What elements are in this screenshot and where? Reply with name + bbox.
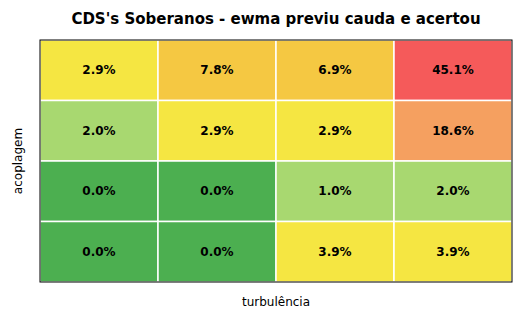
data-label: 7.8% [200, 63, 233, 77]
data-label: 18.6% [432, 124, 474, 138]
chart: 2.9% 7.8% 6.9% 45.1% 2.0% 2.9% 2.9% 18.6% 0.0% 0.… [0, 0, 532, 318]
cell [394, 40, 512, 101]
data-label: 2.0% [436, 184, 469, 198]
cell [158, 161, 276, 222]
plot: 2.9% 7.8% 6.9% 45.1% 2.0% 2.9% 2.9% 18.6% 0.0% 0.… [40, 40, 512, 282]
data-label: 3.9% [436, 245, 469, 259]
cell [276, 101, 394, 162]
frame [40, 40, 512, 282]
cell [394, 222, 512, 283]
cell [158, 40, 276, 101]
cell [158, 222, 276, 283]
data-label: 2.9% [200, 124, 233, 138]
cell [158, 101, 276, 162]
data-label: 0.0% [82, 245, 115, 259]
data-label: 6.9% [318, 63, 351, 77]
data-label: 1.0% [318, 184, 351, 198]
x-axis-title: turbulência [242, 295, 310, 309]
cell [394, 161, 512, 222]
data-labels: 2.9% 7.8% 6.9% 45.1% 2.0% 2.9% 2.9% 18.6% 0.0% 0.… [82, 63, 473, 259]
cell [276, 222, 394, 283]
title: CDS's Soberanos - ewma previu cauda e ac… [71, 10, 480, 28]
data-label: 2.9% [318, 124, 351, 138]
cell [394, 101, 512, 162]
cell [40, 222, 158, 283]
cell [40, 40, 158, 101]
data-label: 3.9% [318, 245, 351, 259]
cell [40, 101, 158, 162]
data-label: 2.0% [82, 124, 115, 138]
cell [40, 161, 158, 222]
y-axis-title: acoplagem [11, 128, 25, 194]
cells [40, 40, 512, 282]
data-label: 0.0% [200, 245, 233, 259]
data-label: 2.9% [82, 63, 115, 77]
data-label: 45.1% [432, 63, 474, 77]
cell [276, 161, 394, 222]
data-label: 0.0% [82, 184, 115, 198]
data-label: 0.0% [200, 184, 233, 198]
cell [276, 40, 394, 101]
